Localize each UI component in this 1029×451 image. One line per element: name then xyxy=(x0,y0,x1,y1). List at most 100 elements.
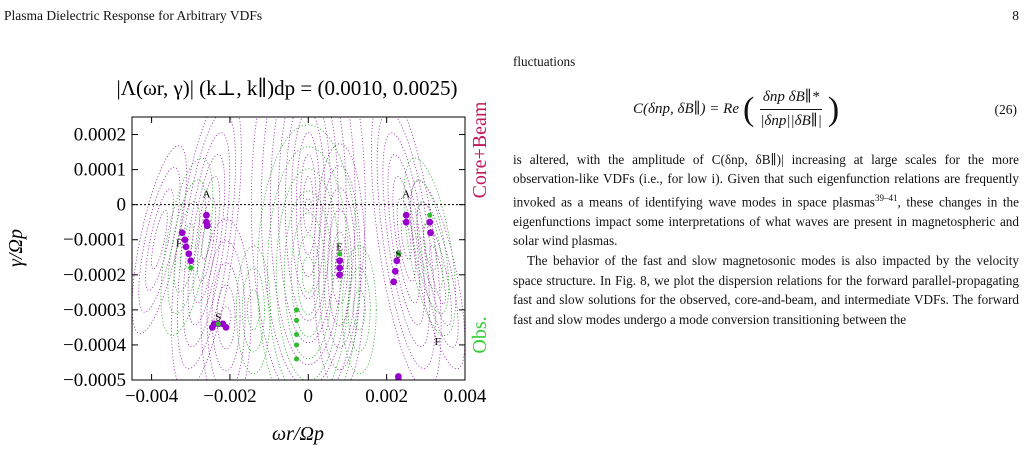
x-tick-label: 0.002 xyxy=(365,386,408,407)
contour-core-beam xyxy=(138,166,181,313)
contour-core-beam xyxy=(200,218,252,380)
chart-title: |Λ(ωr, γ)| (k⊥, k∥)dp = (0.0010, 0.0025) xyxy=(117,76,458,100)
contour-core-beam xyxy=(192,175,221,304)
y-tick-label: −0.0002 xyxy=(63,265,126,286)
contour-core-beam xyxy=(216,284,236,350)
data-point xyxy=(178,229,186,237)
contour-core-beam xyxy=(182,132,231,348)
contour-core-beam xyxy=(416,201,459,348)
solution-points xyxy=(178,211,434,380)
data-point xyxy=(187,257,195,265)
equation-denominator: |δnp||δB∥| xyxy=(760,113,822,130)
contour-core-beam xyxy=(269,117,347,366)
data-point xyxy=(393,257,401,265)
contour-obs xyxy=(403,157,457,336)
x-axis-label: ωr/Ωp xyxy=(272,423,324,445)
paragraph-1: is altered, with the amplitude of C(δnp,… xyxy=(513,151,1019,249)
contour-obs xyxy=(416,201,443,293)
y-axis-ticks: 0.0002 0.0001 0 −0.0001 −0.0002 −0.0003 −0.000… xyxy=(63,125,465,391)
y-tick-label: −0.0004 xyxy=(63,335,126,356)
citation-refs: 39–41 xyxy=(874,192,898,203)
data-point xyxy=(215,321,221,327)
data-point xyxy=(203,211,210,219)
data-point xyxy=(188,265,194,271)
equation-numerator: δnp δB∥* xyxy=(759,88,823,111)
x-axis-ticks: −0.004 −0.002 0 0.002 0.004 xyxy=(125,117,487,407)
mode-label: S xyxy=(395,248,401,260)
contour-core-beam xyxy=(387,154,425,326)
data-point xyxy=(395,251,401,257)
data-point xyxy=(293,356,300,362)
data-point xyxy=(336,264,344,272)
equation-26: C(δnp, δB∥) = Re ( δnp δB∥* |δnp||δB∥| )… xyxy=(513,74,1019,146)
contour-core-beam xyxy=(196,197,216,282)
contour-core-beam xyxy=(187,154,226,326)
data-point xyxy=(337,251,343,257)
contour-obs xyxy=(160,157,214,336)
x-tick-label: 0.004 xyxy=(444,386,487,407)
data-point xyxy=(390,278,398,286)
y-tick-label: 0.0001 xyxy=(74,160,126,181)
contour-core-beam xyxy=(145,188,174,292)
contour-core-beam xyxy=(429,245,446,305)
contour-core-beam xyxy=(409,180,465,370)
y-tick-label: 0 xyxy=(117,195,127,216)
legend-obs: Obs. xyxy=(469,316,491,353)
contour-core-beam xyxy=(211,262,241,372)
data-point xyxy=(402,218,410,226)
data-point xyxy=(336,257,344,265)
contour-obs xyxy=(256,124,360,380)
contour-core-beam xyxy=(176,117,236,369)
data-point xyxy=(203,222,211,230)
contour-core-beam xyxy=(327,209,353,327)
contour-obs xyxy=(236,245,271,375)
contour-core-beam xyxy=(206,240,246,380)
contour-core-beam xyxy=(277,117,339,344)
contour-obs xyxy=(347,267,371,353)
data-point xyxy=(293,317,300,323)
data-point xyxy=(293,342,300,348)
contour-core-beam xyxy=(132,145,188,335)
x-tick-label: 0 xyxy=(304,386,314,407)
contour-core-beam xyxy=(376,117,436,369)
data-point xyxy=(208,324,216,331)
y-tick-label: −0.0003 xyxy=(63,300,126,321)
data-point xyxy=(185,250,193,258)
contour-obs xyxy=(296,234,320,316)
equation-number: (26) xyxy=(994,101,1018,117)
contour-obs xyxy=(290,212,326,338)
data-point xyxy=(181,236,189,244)
legend-core-beam: Core+Beam xyxy=(469,101,491,198)
data-point xyxy=(336,271,344,279)
y-tick-label: −0.0005 xyxy=(63,370,126,391)
y-tick-label: −0.0001 xyxy=(63,230,126,251)
y-tick-label: 0.0002 xyxy=(74,125,126,146)
contour-core-beam xyxy=(220,306,232,328)
data-point xyxy=(182,243,190,251)
contour-obs xyxy=(301,256,315,294)
data-point xyxy=(427,212,433,218)
contour-core-beam xyxy=(151,209,168,270)
data-point xyxy=(293,331,300,338)
data-point xyxy=(426,218,434,226)
contour-obs xyxy=(266,146,350,380)
contour-obs xyxy=(352,289,366,331)
contour-obs xyxy=(422,222,437,271)
data-point xyxy=(395,376,402,380)
page-number: 8 xyxy=(1012,8,1019,23)
contour-obs xyxy=(173,201,200,293)
contour-core-beam xyxy=(382,132,430,348)
mode-labels: A F S E S A F xyxy=(176,189,441,348)
contour-obs xyxy=(283,190,333,360)
contour-core-beam xyxy=(400,219,412,260)
contour-obs xyxy=(242,267,265,353)
x-tick-label: −0.002 xyxy=(203,386,256,407)
contour-core-beam xyxy=(392,175,420,304)
body-column: fluctuations C(δnp, δB∥) = Re ( δnp δB∥*… xyxy=(513,52,1019,329)
contour-core-beam xyxy=(313,143,367,380)
contour-core-beam xyxy=(318,165,362,371)
paragraph-2: The behavior of the fast and slow magnet… xyxy=(513,252,1019,327)
contour-obs xyxy=(341,245,377,375)
contour-obs xyxy=(179,222,194,271)
contour-obs xyxy=(247,289,260,331)
